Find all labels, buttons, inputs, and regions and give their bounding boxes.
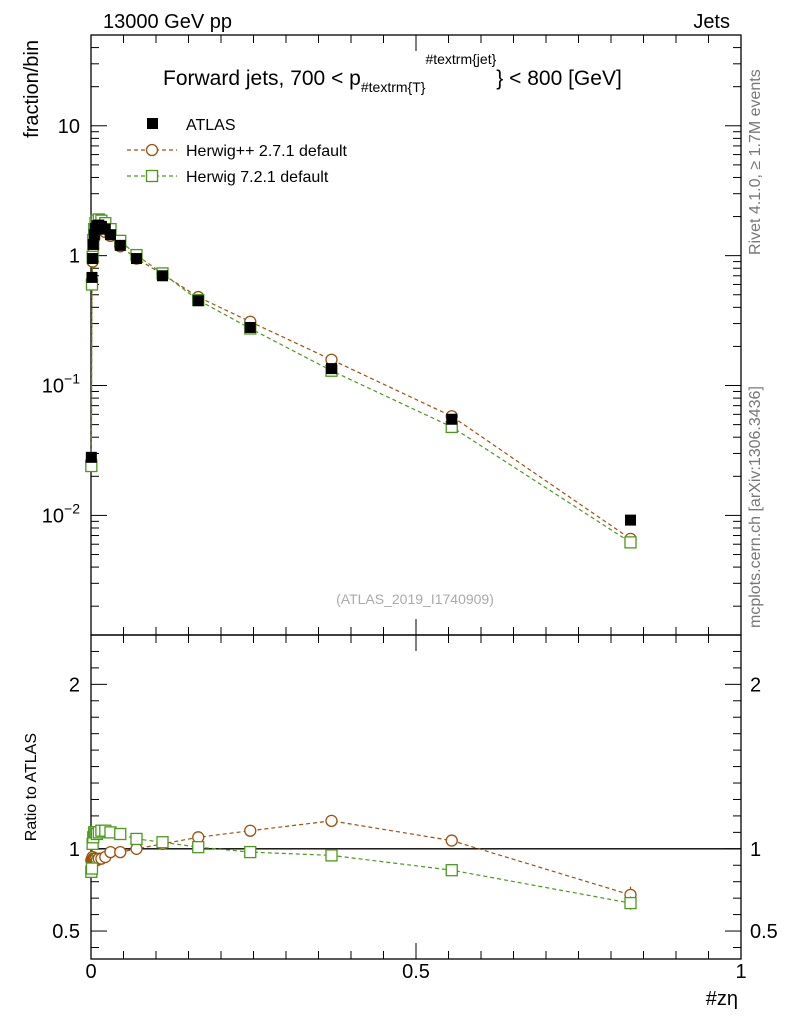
ratio-plot-area xyxy=(85,814,741,910)
ratio-herwig-7-2-1-default-point xyxy=(85,862,99,875)
ratio-y-tick-label: 0.5 xyxy=(52,921,80,943)
energy-label: 13000 GeV pp xyxy=(103,11,232,33)
x-tick-label: 1 xyxy=(735,961,746,983)
ratio-y-tick-label-right: 2 xyxy=(750,674,761,696)
x-axis-label: #zη xyxy=(706,988,738,1010)
main-atlas-point xyxy=(192,295,204,307)
ratio-herwig-7-2-1-default-point xyxy=(244,845,257,859)
main-atlas-point xyxy=(86,271,98,283)
main-herwig-2-7-1-default-line xyxy=(90,227,631,540)
main-atlas-point xyxy=(326,363,337,375)
legend: ATLAS Herwig++ 2.7.1 default Herwig 7.2.… xyxy=(127,117,348,186)
legend-atlas-label: ATLAS xyxy=(186,117,236,134)
ratio-herwig-7-2-1-default-point xyxy=(445,864,458,877)
main-atlas-point xyxy=(131,253,142,265)
main-atlas-point xyxy=(87,238,99,250)
ratio-herwig-7-2-1-default-point xyxy=(325,849,338,862)
x-tick-label: 0 xyxy=(85,961,96,983)
ratio-herwig-7-2-1-default-point xyxy=(624,896,637,910)
ratio-herwig-2-7-1-default-point xyxy=(114,845,127,859)
main-y-tick-label: 1 xyxy=(69,246,80,268)
ratio-y-axis-ticks: 0.5 0.5 1 1 2 2 xyxy=(52,650,778,948)
x-tick-label: 0.5 xyxy=(402,961,430,983)
main-atlas-point xyxy=(105,229,116,241)
main-atlas-point xyxy=(85,451,97,463)
ratio-y-tick-label-right: 0.5 xyxy=(750,921,778,943)
main-atlas-point xyxy=(99,223,111,235)
ratio-y-tick-label-right: 1 xyxy=(750,839,761,861)
ratio-herwig-2-7-1-default-point xyxy=(445,834,458,847)
rivet-version-label: Rivet 4.1.0, ≥ 1.7M events xyxy=(747,69,764,255)
ratio-panel-frame xyxy=(90,634,742,960)
main-atlas-point xyxy=(87,253,99,265)
main-y-axis-label: fraction/bin xyxy=(21,40,43,138)
analysis-watermark: (ATLAS_2019_I1740909) xyxy=(336,591,494,607)
ratio-herwig-2-7-1-default-line xyxy=(90,820,631,896)
ratio-herwig-7-2-1-default-line xyxy=(90,830,631,904)
main-y-tick-label: 10−2 xyxy=(42,500,80,527)
ratio-herwig-7-2-1-default-point xyxy=(192,841,205,854)
main-herwig-7-2-1-default-line xyxy=(90,218,631,543)
legend-herwig7-label: Herwig 7.2.1 default xyxy=(186,169,329,186)
main-atlas-point xyxy=(625,514,636,526)
main-y-tick-label: 10−1 xyxy=(42,371,80,398)
main-atlas-point xyxy=(446,413,458,425)
legend-herwigpp-marker xyxy=(145,143,159,157)
ratio-y-tick-label: 1 xyxy=(69,839,80,861)
ratio-herwig-7-2-1-default-point xyxy=(130,832,143,846)
main-atlas-point xyxy=(88,229,100,241)
ratio-herwig-7-2-1-default-point xyxy=(114,827,127,841)
main-y-tick-label: 10 xyxy=(58,116,80,138)
plot-title: Forward jets, 700 < p#textrm{T}#textrm{j… xyxy=(163,51,622,95)
x-axis-ticks: 0 0.5 1 xyxy=(85,35,747,983)
main-atlas-point xyxy=(157,270,168,282)
legend-herwig7-marker xyxy=(145,169,159,183)
main-atlas-point xyxy=(244,321,256,333)
main-plot-area xyxy=(85,213,637,549)
ratio-y-axis-label: Ratio to ATLAS xyxy=(23,733,40,841)
ratio-herwig-7-2-1-default-point xyxy=(156,836,169,849)
category-label: Jets xyxy=(693,11,730,33)
ratio-herwig-2-7-1-default-point xyxy=(325,814,338,827)
ratio-y-tick-label: 2 xyxy=(69,674,80,696)
main-herwig-7-2-1-default-point xyxy=(624,536,637,549)
main-atlas-point xyxy=(114,239,126,251)
mcplots-label: mcplots.cern.ch [arXiv:1306.3436] xyxy=(747,386,764,628)
ratio-herwig-2-7-1-default-point xyxy=(244,824,257,837)
main-y-axis-ticks: 10−2 10−1 1 10 xyxy=(42,34,741,607)
legend-atlas-marker xyxy=(147,118,158,129)
legend-herwigpp-label: Herwig++ 2.7.1 default xyxy=(186,143,348,160)
